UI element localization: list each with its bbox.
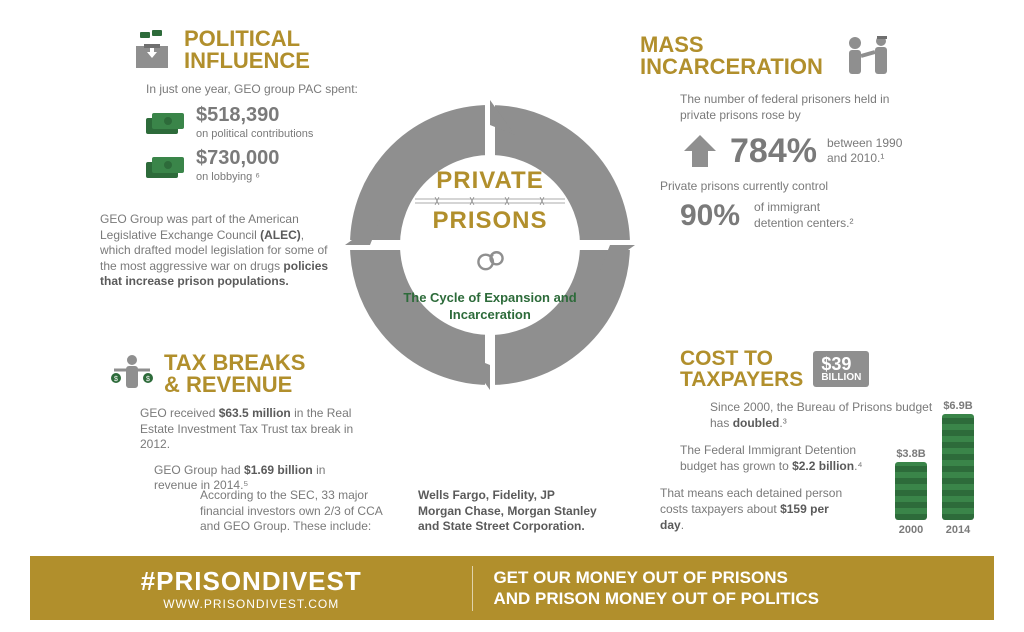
bar-label-2000-top: $3.8B — [896, 448, 925, 460]
ct-p2: The Federal Immigrant Detention budget h… — [680, 443, 870, 474]
heading-political-l2: INFLUENCE — [184, 50, 310, 72]
svg-text:$: $ — [146, 376, 150, 383]
heading-mass-l1: MASS — [640, 34, 823, 56]
svg-text:$: $ — [114, 376, 118, 383]
cost-bar-chart: $3.8B 2000 $6.9B 2014 — [895, 400, 974, 536]
mi-stat1: 784% — [730, 132, 817, 171]
pi-amount-2: $730,000 — [196, 147, 279, 170]
tb-p1: GEO received $63.5 million in the Real E… — [140, 406, 360, 453]
cash-icon — [146, 152, 188, 180]
pi-intro: In just one year, GEO group PAC spent: — [146, 82, 410, 98]
heading-tax-l2: & REVENUE — [164, 374, 305, 396]
footer-cta-2: AND PRISON MONEY OUT OF POLITICS — [493, 588, 994, 609]
footer-hashtag: #PRISONDIVEST — [30, 566, 472, 597]
mi-line2: Private prisons currently control — [660, 179, 990, 195]
mi-stat2-sub: of immigrant detention centers.² — [754, 200, 864, 231]
pi-amount-1: $518,390 — [196, 104, 313, 127]
ballot-box-icon — [130, 28, 174, 72]
handcuffs-icon — [476, 245, 505, 274]
section-political-influence: POLITICAL INFLUENCE In just one year, GE… — [130, 28, 410, 190]
arrow-up-icon — [680, 131, 720, 171]
pi-paragraph: GEO Group was part of the American Legis… — [100, 212, 335, 290]
heading-political-l1: POLITICAL — [184, 28, 310, 50]
bar-label-2014-top: $6.9B — [943, 400, 972, 412]
section-tax-breaks: $ $ TAX BREAKS & REVENUE GEO received $6… — [110, 352, 410, 494]
arrest-icon — [841, 34, 895, 82]
bar-2000 — [895, 462, 927, 520]
pi-label-2: on lobbying ⁶ — [196, 170, 279, 184]
tb-p3-left: According to the SEC, 33 major financial… — [200, 488, 400, 535]
mi-stat1-sub1: between 1990 — [827, 136, 902, 152]
pi-label-1: on political contributions — [196, 127, 313, 141]
cash-icon — [146, 108, 188, 136]
heading-cost-l1: COST TO — [680, 348, 803, 369]
footer-banner: #PRISONDIVEST WWW.PRISONDIVEST.COM GET O… — [30, 556, 994, 620]
heading-mass-l2: INCARCERATION — [640, 56, 823, 78]
footer-cta-1: GET OUR MONEY OUT OF PRISONS — [493, 567, 994, 588]
heading-tax-l1: TAX BREAKS — [164, 352, 305, 374]
center-subtitle: The Cycle of Expansion and Incarceration — [395, 290, 585, 324]
investor-icon: $ $ — [110, 352, 154, 396]
mi-stat2: 90% — [680, 199, 740, 233]
center-title-1: PRIVATE — [436, 167, 543, 195]
mi-stat1-sub2: and 2010.¹ — [827, 151, 902, 167]
section-mass-incarceration: MASS INCARCERATION The number of federal… — [640, 34, 990, 233]
ct-p3: That means each detained person costs ta… — [660, 486, 850, 533]
tb-p3-right: Wells Fargo, Fidelity, JP Morgan Chase, … — [418, 488, 598, 535]
center-title-2: PRISONS — [432, 207, 547, 235]
heading-cost-l2: TAXPAYERS — [680, 369, 803, 390]
barbed-wire-icon — [415, 197, 565, 205]
footer-url: WWW.PRISONDIVEST.COM — [30, 597, 472, 611]
bar-label-2000: 2000 — [899, 524, 923, 536]
mi-intro: The number of federal prisoners held in … — [680, 92, 900, 123]
bar-label-2014: 2014 — [946, 524, 970, 536]
cost-badge: $39 BILLION — [813, 351, 869, 387]
bar-2014 — [942, 414, 974, 520]
